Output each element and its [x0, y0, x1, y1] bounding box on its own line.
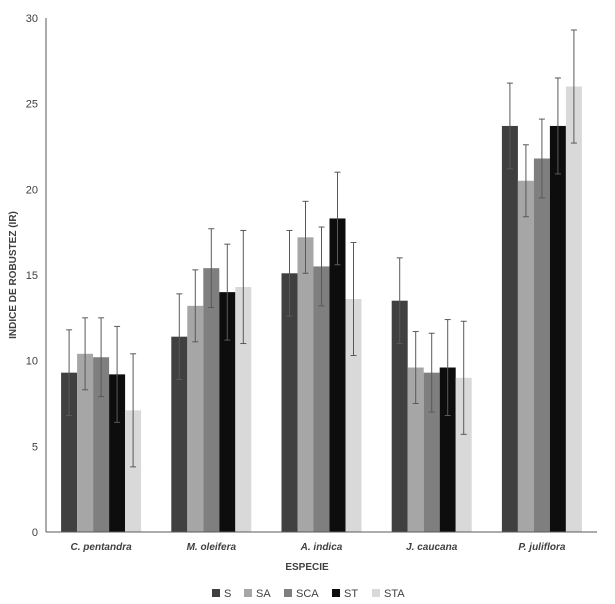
error-bar-sa-1: [192, 269, 199, 343]
error-bar-sca-1: [208, 228, 215, 309]
error-bar-sa-3: [412, 331, 419, 404]
error-bar-s-4: [506, 82, 513, 170]
error-bar-sta-3: [460, 320, 467, 435]
bar-st-2: [329, 218, 346, 532]
error-bar-sa-0: [82, 317, 89, 391]
y-tick-labels: 0 5 10 15 20 25 30: [26, 13, 38, 539]
error-bar-sta-2: [350, 241, 357, 357]
legend-swatch: [212, 589, 220, 597]
bar-sa-4: [517, 180, 534, 532]
legend-item-sta: STA: [372, 588, 405, 600]
legend-swatch: [284, 589, 292, 597]
y-tick-label: 10: [26, 356, 38, 368]
y-tick-label: 30: [26, 13, 38, 25]
legend-swatch: [332, 589, 340, 597]
error-bar-s-3: [396, 257, 403, 345]
legend-item-sa: SA: [244, 588, 271, 600]
legend-item-s: S: [212, 588, 231, 600]
error-bar-sta-4: [570, 29, 577, 144]
legend-label: ST: [344, 588, 358, 600]
y-tick-label: 25: [26, 99, 38, 111]
bar-sta-0: [125, 410, 142, 532]
bar-s-3: [391, 300, 408, 532]
bar-st-0: [109, 374, 126, 532]
error-bar-st-4: [554, 77, 561, 175]
x-category-label: C. pentandra: [71, 542, 133, 553]
y-axis-title: INDICE DE ROBUSTEZ (IR): [8, 211, 19, 339]
x-category-label: J. caucana: [406, 542, 458, 553]
y-tick-label: 5: [32, 441, 38, 453]
bar-s-4: [501, 125, 518, 532]
bar-st-1: [219, 292, 236, 532]
legend-label: STA: [384, 588, 405, 600]
error-bar-sta-0: [130, 353, 137, 468]
x-category-labels: C. pentandra M. oleifera A. indica J. cauca…: [71, 542, 566, 553]
error-bar-st-0: [114, 325, 121, 423]
bar-sta-1: [235, 286, 252, 532]
x-category-label: A. indica: [300, 542, 343, 553]
bar-sca-0: [93, 357, 110, 532]
error-bar-sca-3: [428, 332, 435, 413]
y-tick-label: 15: [26, 270, 38, 282]
legend-swatch: [244, 589, 252, 597]
bar-st-4: [549, 125, 566, 532]
legend-label: SA: [256, 588, 271, 600]
bar-sca-2: [313, 266, 330, 532]
error-bar-s-1: [176, 293, 183, 381]
legend-item-sca: SCA: [284, 588, 319, 600]
error-bar-st-3: [444, 319, 451, 416]
bar-s-1: [171, 336, 188, 532]
error-bar-s-2: [286, 229, 293, 317]
bars-layer: [61, 86, 582, 533]
bar-sa-0: [77, 353, 94, 532]
bar-sca-4: [533, 158, 550, 533]
error-bar-st-1: [224, 243, 231, 341]
legend: S SA SCA ST STA: [212, 588, 405, 600]
bar-s-2: [281, 273, 298, 532]
bar-sa-2: [297, 237, 314, 532]
bar-sta-2: [345, 298, 362, 532]
bar-s-0: [61, 372, 78, 532]
error-bar-sca-4: [538, 118, 545, 199]
error-bar-s-0: [66, 329, 73, 416]
bar-sta-3: [455, 377, 472, 532]
bar-sa-3: [407, 367, 424, 532]
bar-sca-3: [423, 372, 440, 532]
error-bars-layer: [66, 29, 577, 468]
error-bar-sta-1: [240, 229, 247, 345]
legend-swatch: [372, 589, 380, 597]
x-category-label: M. oleifera: [187, 542, 237, 553]
bar-sca-1: [203, 268, 220, 532]
legend-label: S: [224, 588, 231, 600]
bar-sa-1: [187, 305, 204, 532]
error-bar-sca-2: [318, 226, 325, 307]
y-tick-label: 0: [32, 527, 38, 539]
x-category-label: P. juliflora: [518, 542, 565, 553]
error-bar-sa-2: [302, 200, 309, 274]
error-bar-sca-0: [98, 317, 105, 398]
x-axis-title: ESPECIE: [285, 562, 329, 573]
bar-sta-4: [565, 86, 582, 532]
bar-st-3: [439, 367, 456, 532]
error-bar-st-2: [334, 171, 341, 266]
error-bar-sa-4: [522, 144, 529, 218]
y-tick-label: 20: [26, 184, 38, 196]
legend-item-st: ST: [332, 588, 358, 600]
legend-label: SCA: [296, 588, 319, 600]
